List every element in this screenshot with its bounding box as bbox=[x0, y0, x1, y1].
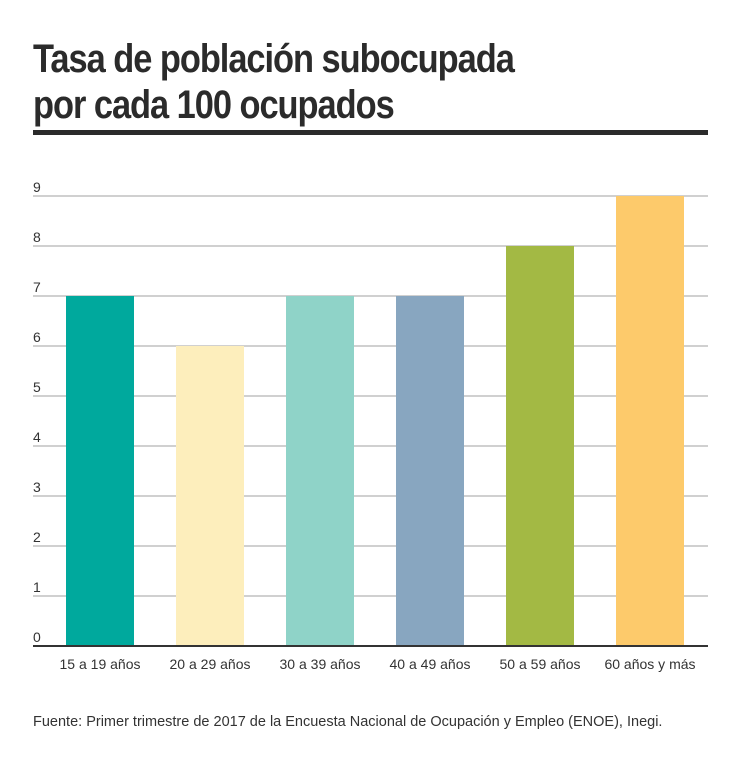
bar bbox=[396, 296, 464, 646]
y-tick-label: 3 bbox=[33, 479, 41, 495]
bar bbox=[176, 346, 244, 646]
x-tick-label: 50 a 59 años bbox=[500, 656, 581, 672]
x-tick-label: 40 a 49 años bbox=[390, 656, 471, 672]
x-tick-label: 15 a 19 años bbox=[60, 656, 141, 672]
x-axis-ticks: 15 a 19 años 20 a 29 años 30 a 39 años 40 a… bbox=[60, 656, 696, 672]
chart-title: Tasa de población subocupada por cada 10… bbox=[33, 36, 626, 128]
gridlines bbox=[33, 195, 708, 597]
y-tick-label: 6 bbox=[33, 329, 41, 345]
bar bbox=[66, 296, 134, 646]
y-tick-label: 5 bbox=[33, 379, 41, 395]
bar bbox=[506, 246, 574, 646]
source-note: Fuente: Primer trimestre de 2017 de la E… bbox=[33, 714, 663, 730]
y-axis-ticks: 0 1 2 3 4 5 6 7 8 9 bbox=[33, 179, 41, 645]
title-line-1: Tasa de población subocupada bbox=[33, 37, 515, 81]
bars bbox=[66, 196, 684, 646]
title-divider bbox=[33, 130, 708, 135]
y-tick-label: 7 bbox=[33, 279, 41, 295]
y-tick-label: 9 bbox=[33, 179, 41, 195]
x-tick-label: 20 a 29 años bbox=[170, 656, 251, 672]
title-line-2: por cada 100 ocupados bbox=[33, 83, 395, 127]
y-tick-label: 2 bbox=[33, 529, 41, 545]
bar bbox=[286, 296, 354, 646]
y-tick-label: 0 bbox=[33, 629, 41, 645]
bar-chart: 0 1 2 3 4 5 6 7 8 9 15 a 19 años 20 a 29 años 30 a … bbox=[33, 179, 708, 672]
x-tick-label: 60 años y más bbox=[604, 656, 695, 672]
x-tick-label: 30 a 39 años bbox=[280, 656, 361, 672]
y-tick-label: 4 bbox=[33, 429, 41, 445]
y-tick-label: 8 bbox=[33, 229, 41, 245]
y-tick-label: 1 bbox=[33, 579, 41, 595]
bar bbox=[616, 196, 684, 646]
